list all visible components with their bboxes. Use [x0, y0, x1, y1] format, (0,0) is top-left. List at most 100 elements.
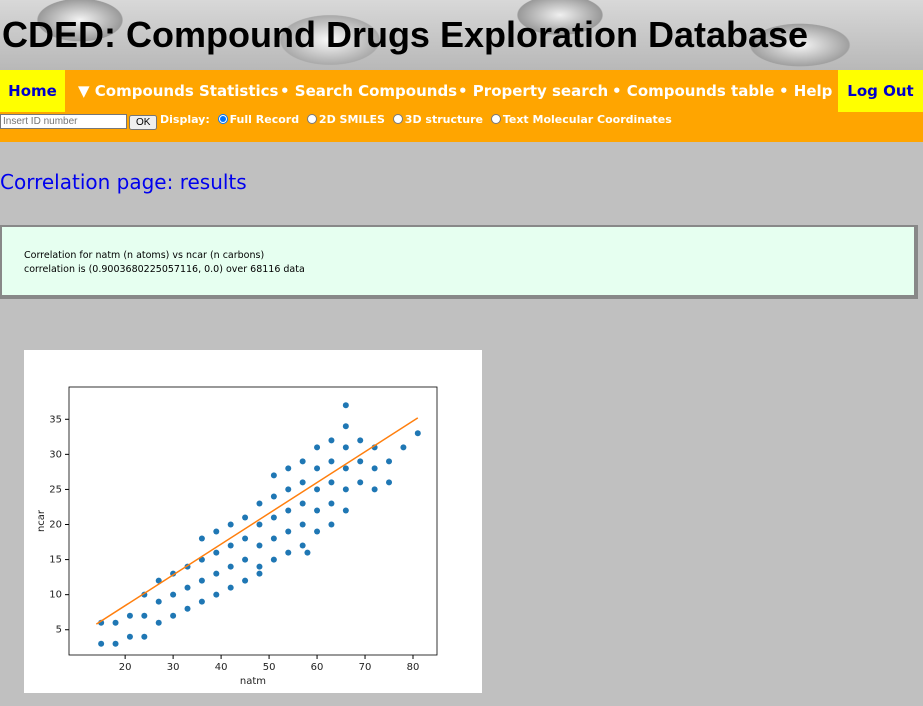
- result-line: correlation is (0.9003680225057116, 0.0)…: [24, 264, 305, 275]
- point: [155, 577, 162, 584]
- point: [242, 535, 249, 542]
- nav-logout[interactable]: Log Out: [838, 70, 923, 112]
- nav-item[interactable]: • Property search: [458, 82, 609, 100]
- point: [285, 465, 292, 472]
- radio[interactable]: [392, 114, 403, 124]
- nav-home[interactable]: Home: [0, 70, 65, 112]
- x-tick-label: 80: [407, 662, 420, 673]
- point: [198, 577, 205, 584]
- option[interactable]: 2D SMILES: [318, 113, 385, 126]
- point: [184, 584, 191, 591]
- point: [299, 542, 306, 549]
- result-line: Correlation for natm (n atoms) vs ncar (…: [24, 250, 265, 261]
- point: [227, 584, 234, 591]
- point: [155, 619, 162, 626]
- point: [304, 549, 311, 556]
- point: [155, 598, 162, 605]
- point: [328, 521, 335, 528]
- point: [357, 437, 364, 444]
- banner: CDED: Compound Drugs Exploration Databas…: [0, 0, 923, 70]
- point: [400, 444, 407, 451]
- page-title: Correlation page: results: [0, 170, 247, 194]
- y-tick-label: 10: [49, 590, 62, 601]
- point: [342, 465, 349, 472]
- point: [342, 507, 349, 514]
- point: [270, 535, 277, 542]
- point: [314, 528, 321, 535]
- point: [256, 563, 263, 570]
- point: [256, 542, 263, 549]
- point: [314, 486, 321, 493]
- display-options: Display: Full Record 2D SMILES 3D struct…: [160, 113, 672, 126]
- point: [126, 612, 133, 619]
- point: [141, 633, 148, 640]
- point: [198, 598, 205, 605]
- point: [227, 563, 234, 570]
- point: [357, 458, 364, 465]
- y-tick-label: 5: [56, 625, 62, 636]
- point: [299, 521, 306, 528]
- point: [213, 549, 220, 556]
- point: [342, 402, 349, 409]
- y-axis-label: ncar: [36, 509, 47, 532]
- point: [285, 486, 292, 493]
- x-tick-label: 50: [263, 662, 276, 673]
- ok-button[interactable]: OK: [129, 115, 158, 130]
- point: [371, 465, 378, 472]
- point: [270, 493, 277, 500]
- y-tick-label: 15: [49, 555, 62, 566]
- point: [342, 444, 349, 451]
- point: [386, 458, 393, 465]
- option[interactable]: 3D structure: [404, 113, 483, 126]
- point: [227, 521, 234, 528]
- nav-bar: Home ▼ Compounds Statistics • Search Com…: [0, 70, 923, 142]
- x-tick-label: 20: [119, 662, 132, 673]
- point: [314, 507, 321, 514]
- point: [270, 556, 277, 563]
- radio[interactable]: [490, 114, 501, 124]
- point: [299, 458, 306, 465]
- point: [299, 500, 306, 507]
- option[interactable]: Full Record: [229, 113, 300, 126]
- point: [112, 619, 119, 626]
- point: [414, 430, 421, 437]
- point: [198, 535, 205, 542]
- point: [285, 549, 292, 556]
- point: [242, 556, 249, 563]
- point: [126, 633, 133, 640]
- point: [184, 605, 191, 612]
- radio[interactable]: [306, 114, 317, 124]
- display-label: Display:: [160, 113, 210, 126]
- point: [170, 612, 177, 619]
- point: [328, 479, 335, 486]
- y-tick-label: 30: [49, 449, 62, 460]
- y-tick-label: 35: [49, 414, 62, 425]
- nav-item[interactable]: • Help: [779, 82, 833, 100]
- site-title: CDED: Compound Drugs Exploration Databas…: [2, 14, 809, 55]
- y-tick-label: 25: [49, 484, 62, 495]
- chart: 20 30 40 50 60 70 80 5 10 15 20 25 30 35 natm ncar: [24, 350, 482, 693]
- point: [256, 570, 263, 577]
- nav-item[interactable]: • Compounds table: [612, 82, 775, 100]
- point: [342, 423, 349, 430]
- x-tick-label: 30: [167, 662, 180, 673]
- point: [170, 591, 177, 598]
- point: [213, 528, 220, 535]
- point: [299, 479, 306, 486]
- option[interactable]: Text Molecular Coordinates: [502, 113, 672, 126]
- point: [98, 640, 105, 647]
- y-tick-label: 20: [49, 520, 62, 531]
- point: [314, 465, 321, 472]
- point: [371, 486, 378, 493]
- x-tick-label: 60: [311, 662, 324, 673]
- point: [256, 500, 263, 507]
- point: [285, 528, 292, 535]
- radio[interactable]: [217, 114, 228, 124]
- nav-item[interactable]: ▼ Compounds Statistics: [78, 82, 279, 100]
- nav-item[interactable]: • Search Compounds: [280, 82, 458, 100]
- fit-line: [95, 417, 419, 625]
- id-input[interactable]: [0, 114, 127, 129]
- result-box: Correlation for natm (n atoms) vs ncar (…: [0, 225, 918, 299]
- point: [141, 612, 148, 619]
